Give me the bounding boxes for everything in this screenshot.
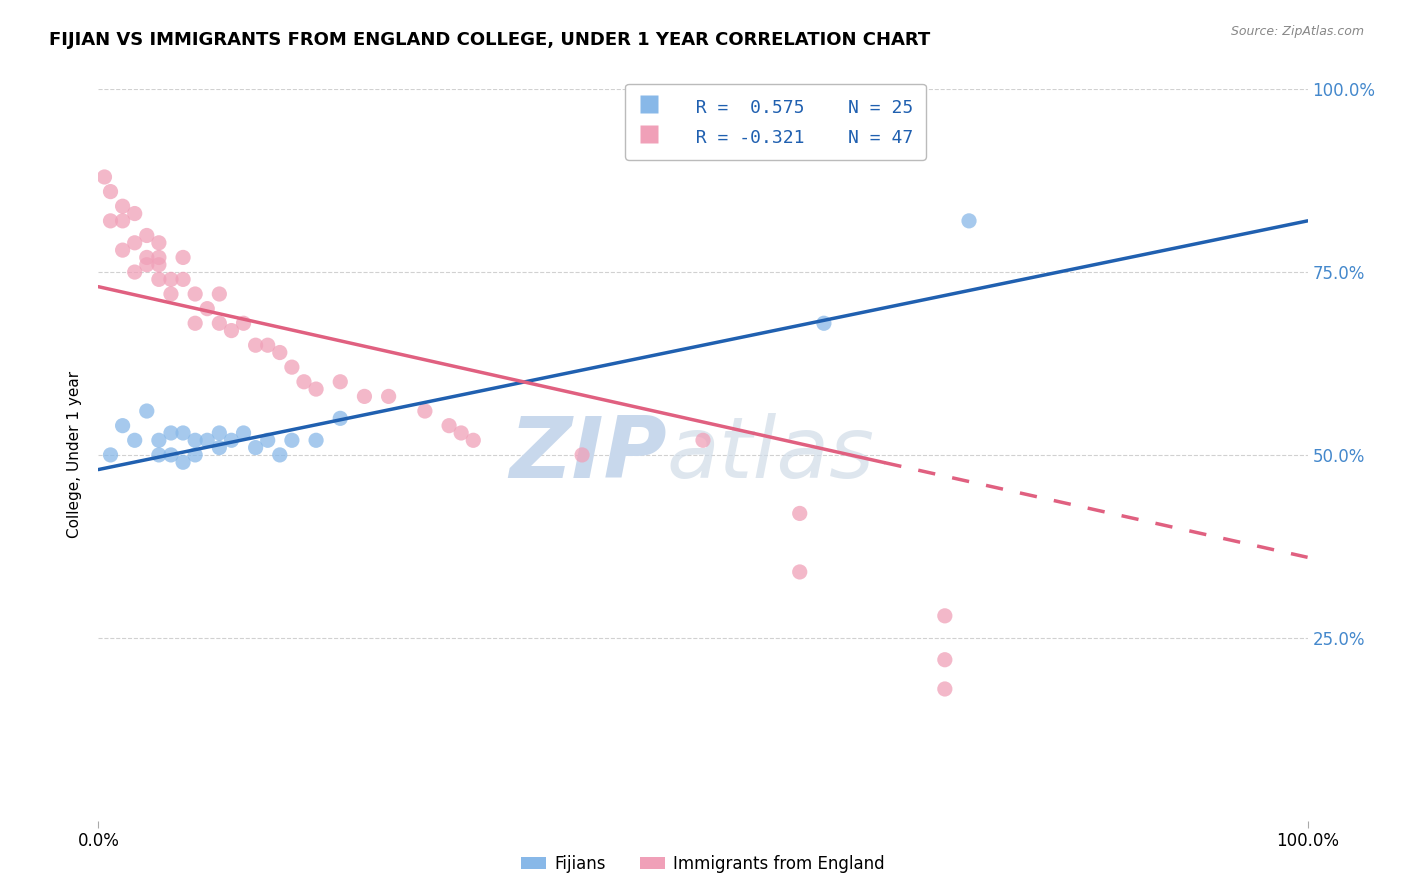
Legend: Fijians, Immigrants from England: Fijians, Immigrants from England [515,848,891,880]
Point [329,375,352,389]
Point [281,434,304,448]
Point [957,214,980,228]
Point [184,448,207,462]
Point [135,228,157,243]
Point [172,455,194,469]
Text: FIJIAN VS IMMIGRANTS FROM ENGLAND COLLEGE, UNDER 1 YEAR CORRELATION CHART: FIJIAN VS IMMIGRANTS FROM ENGLAND COLLEG… [49,31,931,49]
Legend:   R =  0.575    N = 25,   R = -0.321    N = 47: R = 0.575 N = 25, R = -0.321 N = 47 [626,84,927,160]
Point [148,434,170,448]
Point [195,301,218,316]
Point [148,251,170,265]
Point [292,375,315,389]
Point [450,425,472,440]
Point [934,681,956,696]
Point [172,425,194,440]
Point [934,653,956,667]
Point [111,418,134,433]
Point [100,214,122,228]
Text: atlas: atlas [666,413,875,497]
Point [305,382,328,396]
Point [184,434,207,448]
Point [437,418,460,433]
Point [148,235,170,250]
Point [377,389,399,403]
Y-axis label: College, Under 1 year: College, Under 1 year [67,371,83,539]
Point [124,434,146,448]
Point [111,243,134,257]
Point [256,338,278,352]
Point [111,214,134,228]
Point [208,287,231,301]
Point [124,206,146,220]
Point [245,441,267,455]
Point [124,235,146,250]
Point [172,272,194,286]
Point [184,316,207,330]
Point [111,199,134,213]
Point [148,258,170,272]
Point [208,316,231,330]
Point [208,441,231,455]
Point [100,185,122,199]
Point [124,265,146,279]
Point [135,258,157,272]
Point [172,251,194,265]
Point [353,389,375,403]
Point [160,425,183,440]
Point [160,448,183,462]
Point [184,287,207,301]
Point [256,434,278,448]
Point [195,434,218,448]
Point [148,448,170,462]
Point [571,448,593,462]
Point [413,404,436,418]
Point [100,448,122,462]
Point [208,425,231,440]
Point [305,434,328,448]
Point [269,345,291,359]
Point [160,287,183,301]
Point [269,448,291,462]
Point [232,425,254,440]
Point [160,272,183,286]
Point [789,565,811,579]
Point [135,404,157,418]
Point [934,608,956,623]
Point [232,316,254,330]
Text: ZIP: ZIP [509,413,666,497]
Point [692,434,714,448]
Point [135,251,157,265]
Point [93,169,115,184]
Point [281,360,304,375]
Text: Source: ZipAtlas.com: Source: ZipAtlas.com [1230,25,1364,38]
Point [221,434,243,448]
Point [245,338,267,352]
Point [148,272,170,286]
Point [789,507,811,521]
Point [813,316,835,330]
Point [463,434,485,448]
Point [329,411,352,425]
Point [221,324,243,338]
